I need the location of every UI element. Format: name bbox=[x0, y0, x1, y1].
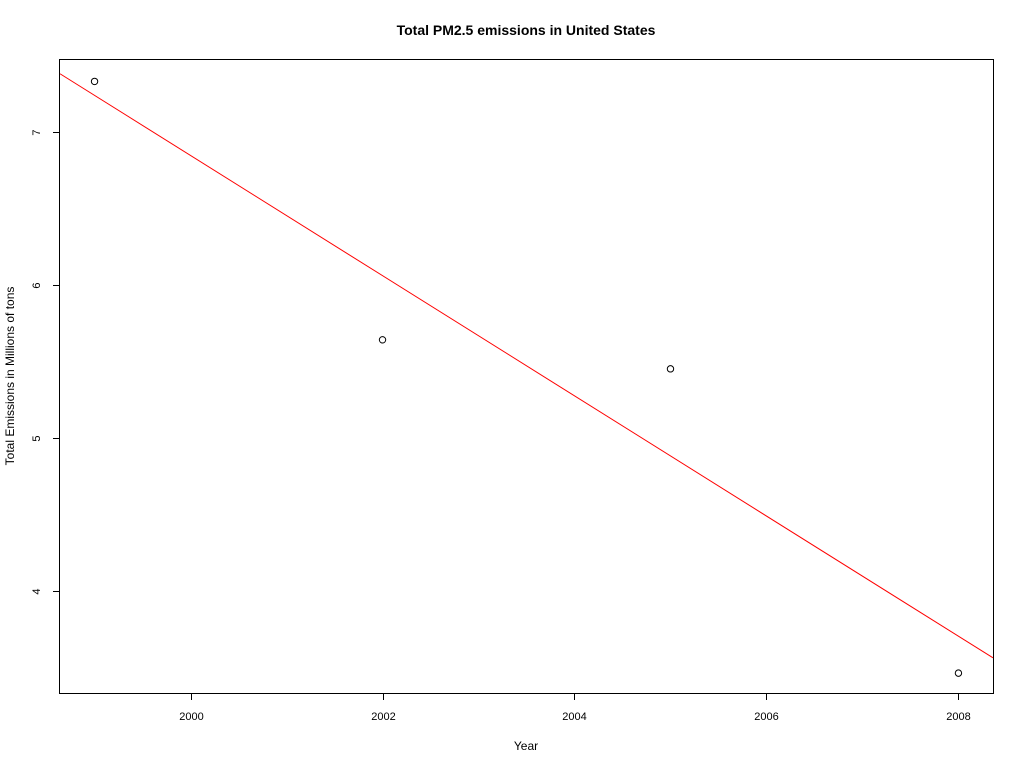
y-tick-label: 6 bbox=[31, 282, 43, 288]
trend-line bbox=[59, 73, 994, 659]
chart-title: Total PM2.5 emissions in United States bbox=[397, 22, 656, 38]
x-tick-label: 2006 bbox=[754, 711, 778, 723]
trend-line-group bbox=[59, 73, 994, 659]
data-points bbox=[90, 77, 963, 677]
data-point bbox=[954, 669, 963, 677]
x-axis-label: Year bbox=[514, 739, 538, 753]
y-axis: 4 5 6 7 bbox=[31, 129, 60, 595]
y-tick-label: 4 bbox=[31, 588, 43, 594]
x-tick-label: 2004 bbox=[562, 711, 586, 723]
data-point bbox=[666, 365, 675, 373]
data-point bbox=[90, 77, 99, 86]
x-tick-label: 2000 bbox=[179, 711, 203, 723]
plot-frame bbox=[59, 59, 994, 694]
x-tick-label: 2008 bbox=[946, 711, 970, 723]
y-axis-label: Total Emissions in Millions of tons bbox=[3, 287, 17, 466]
x-axis: 2000 2002 2004 2006 2008 bbox=[179, 693, 971, 723]
data-point bbox=[378, 336, 387, 344]
y-tick-label: 5 bbox=[31, 435, 43, 441]
x-tick-label: 2002 bbox=[371, 711, 395, 723]
y-tick-label: 7 bbox=[31, 129, 43, 135]
